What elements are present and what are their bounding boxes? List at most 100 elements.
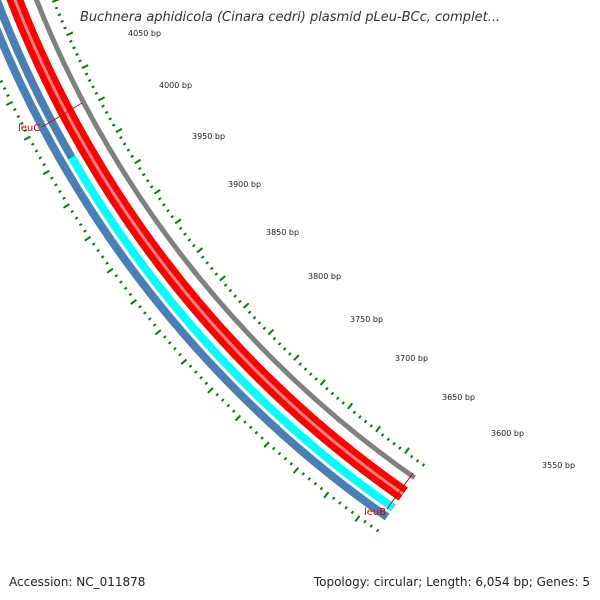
skew-mark-outer xyxy=(75,52,79,57)
skew-mark-outer xyxy=(341,401,345,405)
skew-mark-outer xyxy=(196,247,204,254)
skew-mark-outer xyxy=(277,342,282,346)
skew-mark-outer xyxy=(183,232,187,236)
skew-mark-outer xyxy=(78,59,82,63)
skew-mark-inner xyxy=(204,381,209,386)
skew-mark-inner xyxy=(13,108,17,112)
skew-mark-inner xyxy=(16,115,21,119)
skew-mark-outer xyxy=(104,110,109,115)
skew-mark-inner xyxy=(84,235,92,242)
scale-tick-label: 4050 bp xyxy=(128,29,161,38)
skew-mark-outer xyxy=(238,299,242,304)
skew-mark-inner xyxy=(130,299,137,305)
gene-arc-red-highlight xyxy=(13,0,405,496)
skew-mark-inner xyxy=(38,156,43,160)
skew-mark-outer xyxy=(130,154,134,158)
skew-mark-inner xyxy=(114,274,119,278)
scale-labels: 4050 bp 4000 bp 3950 bp 3900 bp 3850 bp 3800 … xyxy=(128,29,575,470)
skew-mark-inner xyxy=(2,86,7,91)
skew-mark-outer xyxy=(262,326,267,331)
skew-mark-inner xyxy=(301,472,305,476)
skew-mark-inner xyxy=(248,425,253,430)
skew-mark-outer xyxy=(288,352,292,356)
skew-mark-outer xyxy=(51,0,60,3)
accession-text: Accession: NC_011878 xyxy=(9,575,146,589)
skew-mark-inner xyxy=(207,387,214,394)
skew-mark-outer xyxy=(409,454,414,459)
skew-mark-inner xyxy=(34,149,39,153)
skew-mark-outer xyxy=(153,188,161,195)
skew-mark-inner xyxy=(154,329,162,336)
skew-mark-outer xyxy=(205,261,210,265)
inner-cds-track xyxy=(0,27,390,521)
skew-mark-inner xyxy=(199,375,203,380)
skew-mark-outer xyxy=(178,226,183,231)
skew-mark-outer xyxy=(303,367,308,371)
skew-mark-outer xyxy=(187,238,192,242)
skew-mark-outer xyxy=(415,459,420,463)
skew-mark-outer xyxy=(375,425,382,433)
leuC-label-line xyxy=(41,102,83,128)
skew-mark-outer xyxy=(223,283,228,287)
skew-mark-inner xyxy=(0,79,4,84)
skew-mark-outer xyxy=(257,321,262,325)
skew-mark-inner xyxy=(254,430,259,435)
skew-mark-outer xyxy=(214,272,219,276)
skew-mark-outer xyxy=(192,244,196,248)
skew-mark-inner xyxy=(283,456,288,461)
skew-mark-outer xyxy=(60,19,64,23)
skew-mark-inner xyxy=(194,370,198,374)
skew-mark-outer xyxy=(421,463,426,467)
map-tracks xyxy=(0,0,417,521)
skew-mark-inner xyxy=(292,467,299,474)
skew-mark-outer xyxy=(81,64,89,70)
skew-mark-outer xyxy=(97,96,106,102)
skew-mark-outer xyxy=(72,46,76,50)
scale-tick-label: 3850 bp xyxy=(266,228,299,237)
leuB-label[interactable]: leuB xyxy=(364,507,386,518)
leuC-label[interactable]: leuC xyxy=(18,123,40,134)
skew-mark-outer xyxy=(166,209,170,213)
skew-mark-inner xyxy=(243,420,247,424)
skew-mark-inner xyxy=(128,292,133,297)
skew-mark-inner xyxy=(260,436,264,440)
skew-mark-outer xyxy=(272,336,277,341)
outer-backbone-track xyxy=(33,0,417,480)
skew-mark-inner xyxy=(105,261,109,265)
skew-mark-inner xyxy=(277,451,282,456)
scale-tick-label: 3750 bp xyxy=(350,315,383,324)
skew-mark-inner xyxy=(263,441,270,448)
skew-mark-inner xyxy=(54,183,58,187)
skew-mark-inner xyxy=(350,510,355,515)
skew-mark-inner xyxy=(106,267,114,274)
skew-mark-inner xyxy=(234,414,242,422)
skew-mark-outer xyxy=(247,310,252,315)
skew-mark-outer xyxy=(54,6,59,10)
skew-mark-outer xyxy=(145,179,150,183)
skew-mark-inner xyxy=(23,128,28,132)
skew-mark-inner xyxy=(220,398,225,402)
skew-mark-outer xyxy=(162,203,166,207)
skew-mark-outer xyxy=(369,424,373,428)
skew-mark-inner xyxy=(147,317,152,321)
skew-mark-outer xyxy=(358,415,362,419)
skew-mark-outer xyxy=(63,26,67,30)
skew-mark-outer xyxy=(228,288,233,293)
skew-mark-outer xyxy=(141,173,146,177)
skew-mark-outer xyxy=(101,104,105,108)
skew-mark-inner xyxy=(231,409,236,413)
skew-mark-outer xyxy=(84,72,89,76)
skew-mark-inner xyxy=(123,286,128,291)
skew-mark-outer xyxy=(66,31,74,37)
skew-mark-inner xyxy=(42,169,50,176)
skew-mark-inner xyxy=(375,528,380,533)
skew-mark-outer xyxy=(149,185,154,189)
skew-mark-inner xyxy=(23,135,31,141)
skew-mark-inner xyxy=(354,515,361,522)
skew-mark-inner xyxy=(62,196,66,200)
leuC-inner-track xyxy=(0,0,76,160)
skew-mark-outer xyxy=(392,441,396,446)
skew-mark-outer xyxy=(111,123,116,127)
skew-mark-inner xyxy=(180,358,188,365)
